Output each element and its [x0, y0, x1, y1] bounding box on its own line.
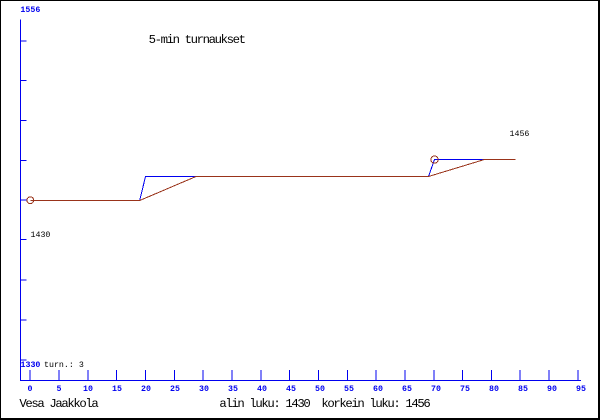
svg-text:Vesa Jaakkola: Vesa Jaakkola: [19, 397, 98, 411]
svg-text:70: 70: [431, 385, 441, 394]
svg-text:10: 10: [83, 385, 93, 394]
svg-text:80: 80: [489, 385, 499, 394]
svg-text:1556: 1556: [20, 6, 40, 15]
svg-text:1430: 1430: [31, 231, 51, 240]
svg-text:55: 55: [344, 385, 354, 394]
svg-text:85: 85: [518, 385, 528, 394]
svg-text:1456: 1456: [510, 130, 530, 139]
svg-text:45: 45: [286, 385, 296, 394]
svg-text:75: 75: [460, 385, 470, 394]
svg-text:5-min turnaukset: 5-min turnaukset: [149, 33, 246, 47]
svg-text:5: 5: [57, 385, 62, 394]
svg-text:15: 15: [112, 385, 122, 394]
svg-text:alin luku: 1430 korkein luku:: alin luku: 1430 korkein luku: 1456: [219, 397, 430, 411]
svg-text:turn.: 3: turn.: 3: [44, 361, 84, 370]
svg-text:65: 65: [402, 385, 412, 394]
svg-text:0: 0: [28, 385, 33, 394]
svg-text:95: 95: [576, 385, 586, 394]
svg-text:25: 25: [170, 385, 180, 394]
svg-text:50: 50: [315, 385, 325, 394]
svg-text:40: 40: [257, 385, 267, 394]
svg-text:90: 90: [547, 385, 557, 394]
svg-text:60: 60: [373, 385, 383, 394]
svg-text:30: 30: [199, 385, 209, 394]
svg-text:20: 20: [141, 385, 151, 394]
svg-text:1330: 1330: [21, 361, 41, 370]
svg-text:35: 35: [228, 385, 238, 394]
